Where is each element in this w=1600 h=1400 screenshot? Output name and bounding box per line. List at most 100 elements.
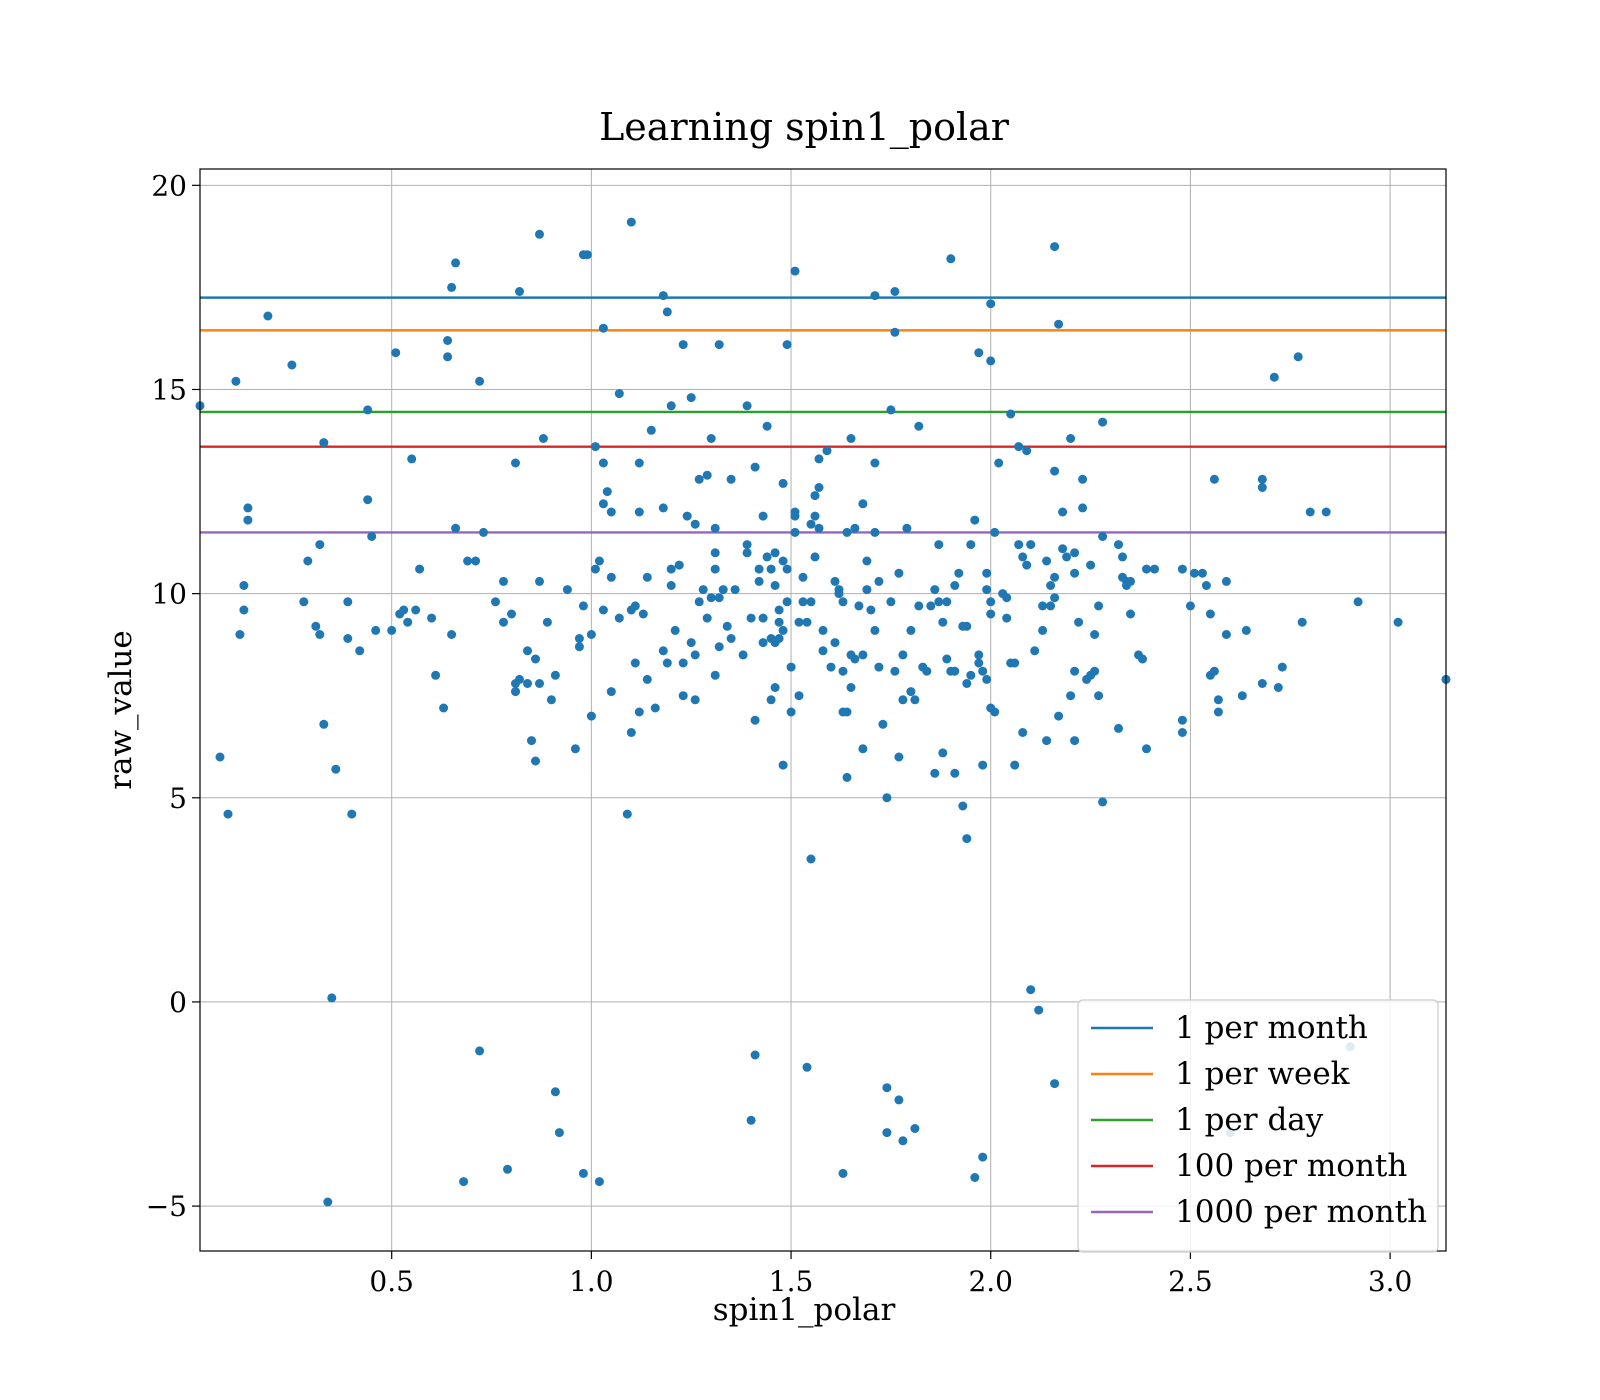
- data-point: [343, 634, 353, 643]
- data-point: [878, 719, 888, 729]
- y-tick-label: 5: [169, 782, 187, 815]
- data-point: [503, 1164, 512, 1174]
- data-point: [403, 617, 413, 627]
- data-point: [578, 601, 588, 611]
- data-point: [982, 568, 992, 578]
- data-point: [523, 679, 532, 688]
- data-point: [1090, 666, 1100, 676]
- data-point: [982, 674, 992, 684]
- x-tick-label: 2.5: [1168, 1265, 1213, 1298]
- data-point: [826, 662, 836, 672]
- data-point: [722, 621, 732, 631]
- data-point: [1070, 736, 1080, 746]
- data-point: [890, 327, 900, 337]
- data-point: [598, 323, 608, 333]
- data-point: [922, 666, 932, 676]
- data-point: [710, 670, 720, 680]
- data-point: [363, 405, 373, 415]
- data-point: [1142, 744, 1151, 754]
- data-point: [950, 768, 960, 778]
- data-point: [538, 434, 548, 443]
- legend-label: 1 per week: [1175, 1056, 1350, 1092]
- data-point: [938, 617, 948, 627]
- data-point: [758, 613, 768, 623]
- data-point: [415, 564, 425, 574]
- legend-label: 1 per month: [1175, 1010, 1368, 1046]
- data-point: [594, 556, 604, 566]
- data-point: [986, 356, 996, 366]
- data-point: [411, 605, 421, 615]
- data-point: [990, 527, 1000, 537]
- data-point: [606, 507, 616, 517]
- legend-label: 100 per month: [1175, 1148, 1407, 1184]
- data-point: [798, 572, 808, 582]
- data-point: [790, 507, 800, 517]
- data-point: [1050, 593, 1060, 603]
- data-point: [1002, 613, 1012, 623]
- data-point: [714, 340, 724, 350]
- data-point: [850, 654, 860, 664]
- data-point: [666, 401, 676, 411]
- data-point: [1046, 601, 1056, 611]
- data-point: [814, 483, 824, 492]
- data-point: [694, 597, 704, 607]
- data-point: [1054, 319, 1064, 329]
- data-point: [726, 634, 736, 643]
- legend-label: 1 per day: [1175, 1102, 1324, 1138]
- data-point: [678, 340, 688, 350]
- data-point: [774, 617, 784, 627]
- data-point: [1293, 352, 1303, 362]
- data-point: [890, 287, 900, 296]
- data-point: [1066, 691, 1076, 701]
- data-point: [515, 674, 524, 684]
- data-point: [231, 376, 241, 386]
- data-point: [1098, 417, 1108, 427]
- data-point: [235, 630, 245, 639]
- data-point: [786, 707, 796, 717]
- data-point: [315, 540, 325, 550]
- data-point: [594, 1177, 604, 1187]
- data-point: [778, 625, 788, 635]
- data-point: [475, 1046, 485, 1056]
- data-point: [858, 744, 868, 754]
- data-point: [1010, 760, 1020, 770]
- data-point: [678, 691, 688, 701]
- data-point: [642, 674, 652, 684]
- data-point: [746, 1115, 756, 1125]
- y-tick-label: 20: [151, 169, 187, 202]
- data-point: [590, 564, 600, 574]
- data-point: [742, 401, 752, 411]
- data-point: [1142, 564, 1151, 574]
- data-point: [938, 748, 948, 758]
- data-point: [399, 605, 409, 615]
- grid-lines: [200, 169, 1446, 1251]
- data-point: [323, 1197, 333, 1207]
- data-point: [846, 434, 856, 443]
- data-point: [986, 609, 996, 619]
- data-point: [870, 527, 880, 537]
- data-point: [930, 768, 940, 778]
- data-point: [898, 650, 908, 660]
- data-point: [806, 854, 816, 864]
- data-point: [802, 1062, 812, 1072]
- data-point: [958, 801, 968, 811]
- data-point: [515, 287, 524, 296]
- data-point: [634, 507, 644, 517]
- data-point: [1050, 466, 1060, 476]
- data-point: [1114, 540, 1123, 550]
- data-point: [974, 348, 984, 358]
- data-point: [658, 291, 668, 301]
- data-point: [471, 556, 481, 566]
- data-point: [710, 523, 720, 533]
- data-point: [910, 1124, 920, 1133]
- data-point: [814, 454, 824, 464]
- data-point: [451, 523, 461, 533]
- x-tick-label: 1.5: [769, 1265, 814, 1298]
- data-point: [371, 625, 381, 635]
- data-point: [1022, 446, 1032, 456]
- data-point: [622, 809, 632, 819]
- data-point: [862, 556, 872, 566]
- data-point: [531, 756, 540, 766]
- data-point: [1269, 372, 1279, 382]
- data-point: [1070, 568, 1080, 578]
